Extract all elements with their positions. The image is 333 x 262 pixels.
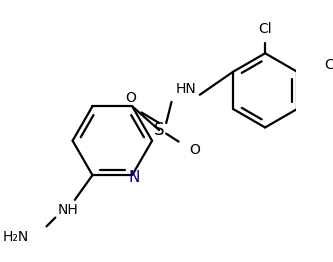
Text: S: S [154, 121, 165, 139]
Text: NH: NH [57, 204, 78, 217]
Text: H₂N: H₂N [3, 230, 29, 244]
Text: N: N [128, 170, 140, 185]
Text: Cl: Cl [258, 21, 272, 36]
Text: Cl: Cl [324, 58, 333, 72]
Text: O: O [189, 143, 200, 157]
Text: HN: HN [175, 83, 196, 96]
Text: O: O [126, 91, 136, 105]
